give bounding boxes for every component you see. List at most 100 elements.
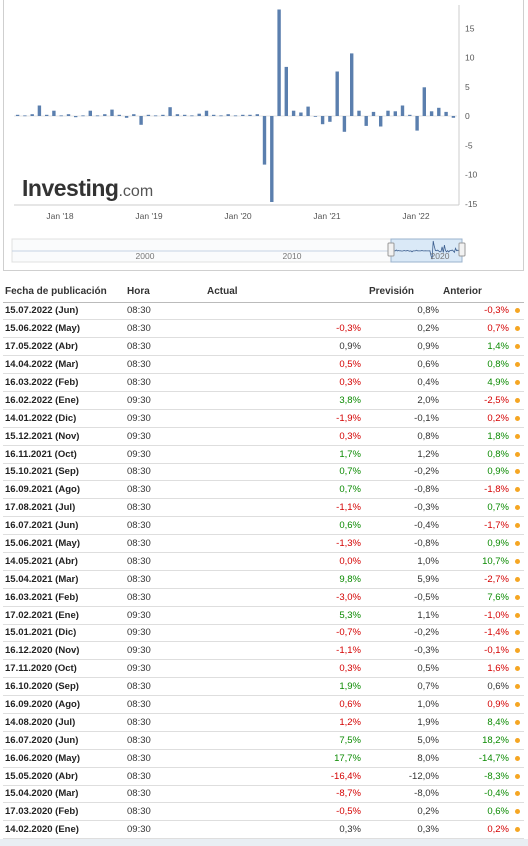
row-forecast: -0,2% [367,624,441,643]
chart-bar[interactable] [219,115,223,117]
table-row: 16.10.2020 (Sep) 08:30 1,9% 0,7% 0,6% [3,677,524,697]
row-date: 14.05.2021 (Abr) [3,552,125,571]
row-previous: -1,4% [441,624,511,643]
chart-bar[interactable] [248,114,252,116]
chart-bar[interactable] [117,114,121,116]
chart-bar[interactable] [306,106,310,116]
chart-bar[interactable] [146,114,151,116]
chart-bar[interactable] [52,110,56,116]
chart-bar[interactable] [386,110,390,116]
chart-bar[interactable] [88,110,92,116]
chart-bar[interactable] [15,114,20,116]
chart-bar[interactable] [335,71,339,117]
col-header-forecast[interactable]: Previsión [367,282,441,303]
chart-bar[interactable] [291,110,296,116]
chart-bar[interactable] [226,114,230,116]
table-row: 15.07.2022 (Jun) 08:30 0,8% -0,3% [3,302,524,321]
table-row: 16.03.2022 (Feb) 08:30 0,3% 0,4% 4,9% [3,373,524,392]
row-actual: -8,7% [205,785,367,804]
chart-bar[interactable] [342,116,347,132]
chart-bar[interactable] [451,116,456,118]
range-navigator[interactable]: 2000 2010 2020 [4,0,525,271]
col-header-previous[interactable]: Anterior [441,282,511,303]
row-forecast: 5,9% [367,570,441,589]
navigator-handle[interactable] [387,242,395,257]
chart-bar[interactable] [23,115,27,117]
chart-bar[interactable] [233,115,238,117]
row-previous: 0,6% [441,802,511,822]
chart-bar[interactable] [103,114,107,116]
navigator-handle[interactable] [458,242,466,257]
chart-bar[interactable] [357,110,361,116]
chart-bar[interactable] [437,107,441,116]
table-row: 14.05.2021 (Abr) 08:30 0,0% 1,0% 10,7% [3,552,524,571]
col-header-actual[interactable]: Actual [205,282,367,303]
chart-bar[interactable] [277,9,281,117]
chart-bar[interactable] [139,116,143,125]
chart-bar[interactable] [393,111,397,116]
chart-bar[interactable] [66,114,71,116]
row-forecast: 0,3% [367,820,441,840]
chart-bar[interactable] [132,114,136,116]
chart-bar[interactable] [204,110,209,116]
chart-bar[interactable] [81,115,85,117]
chart-bar[interactable] [30,114,34,116]
revision-dot-icon [515,737,520,743]
row-forecast: -0,4% [367,516,441,536]
row-forecast: 0,7% [367,677,441,697]
marker-cell [511,463,524,482]
row-time: 08:30 [125,552,205,571]
table-row: 15.01.2021 (Dic) 09:30 -0,7% -0,2% -1,4% [3,624,524,643]
chart-bar[interactable] [299,112,303,117]
row-actual: -0,5% [205,802,367,822]
chart-bar[interactable] [444,111,448,116]
row-date: 15.06.2022 (May) [3,319,125,339]
chart-bar[interactable] [183,114,187,116]
chart-bar[interactable] [95,115,100,117]
history-table: Fecha de publicación Hora Actual Previsi… [3,282,524,840]
row-date: 17.11.2020 (Oct) [3,659,125,679]
row-date: 16.06.2020 (May) [3,749,125,768]
chart-bar[interactable] [241,114,245,116]
chart-bar[interactable] [197,113,201,116]
row-time: 09:30 [125,641,205,661]
navigator-mini-series [393,240,461,260]
chart-bar[interactable] [161,114,165,116]
chart-bar[interactable] [429,111,434,116]
chart-bar[interactable] [110,109,114,116]
chart-bar[interactable] [262,116,267,165]
row-date: 15.01.2021 (Dic) [3,624,125,643]
row-date: 16.07.2021 (Jun) [3,516,125,536]
chart-bar[interactable] [74,116,78,118]
chart-bar[interactable] [153,115,158,117]
chart-bar[interactable] [168,107,172,116]
chart-bar[interactable] [45,114,49,116]
marker-cell [511,427,524,446]
chart-bar[interactable] [255,114,259,116]
chart-bar[interactable] [190,115,194,117]
chart-bar[interactable] [212,114,216,116]
chart-bar[interactable] [320,116,325,125]
chart-bar[interactable] [422,87,426,116]
chart-bar[interactable] [313,116,318,117]
chart-bar[interactable] [328,116,332,122]
row-time: 09:30 [125,391,205,410]
chart-bar[interactable] [124,116,129,118]
chart-bar[interactable] [37,105,42,117]
chart-bar[interactable] [350,53,354,116]
chart-bar[interactable] [415,116,419,131]
chart-bar[interactable] [408,114,412,116]
chart-bar[interactable] [400,105,405,117]
col-header-time[interactable]: Hora [125,282,205,303]
chart-bar[interactable] [371,111,376,116]
table-row: 17.11.2020 (Oct) 09:30 0,3% 0,5% 1,6% [3,659,524,679]
chart-bar[interactable] [270,116,274,202]
col-header-date[interactable]: Fecha de publicación [3,282,125,303]
chart-bar[interactable] [59,115,63,117]
row-previous: 7,6% [441,588,511,607]
y-tick-label: 15 [465,23,475,33]
chart-bar[interactable] [379,116,383,127]
chart-bar[interactable] [284,66,288,116]
chart-bar[interactable] [364,116,368,126]
chart-bar[interactable] [175,114,180,116]
